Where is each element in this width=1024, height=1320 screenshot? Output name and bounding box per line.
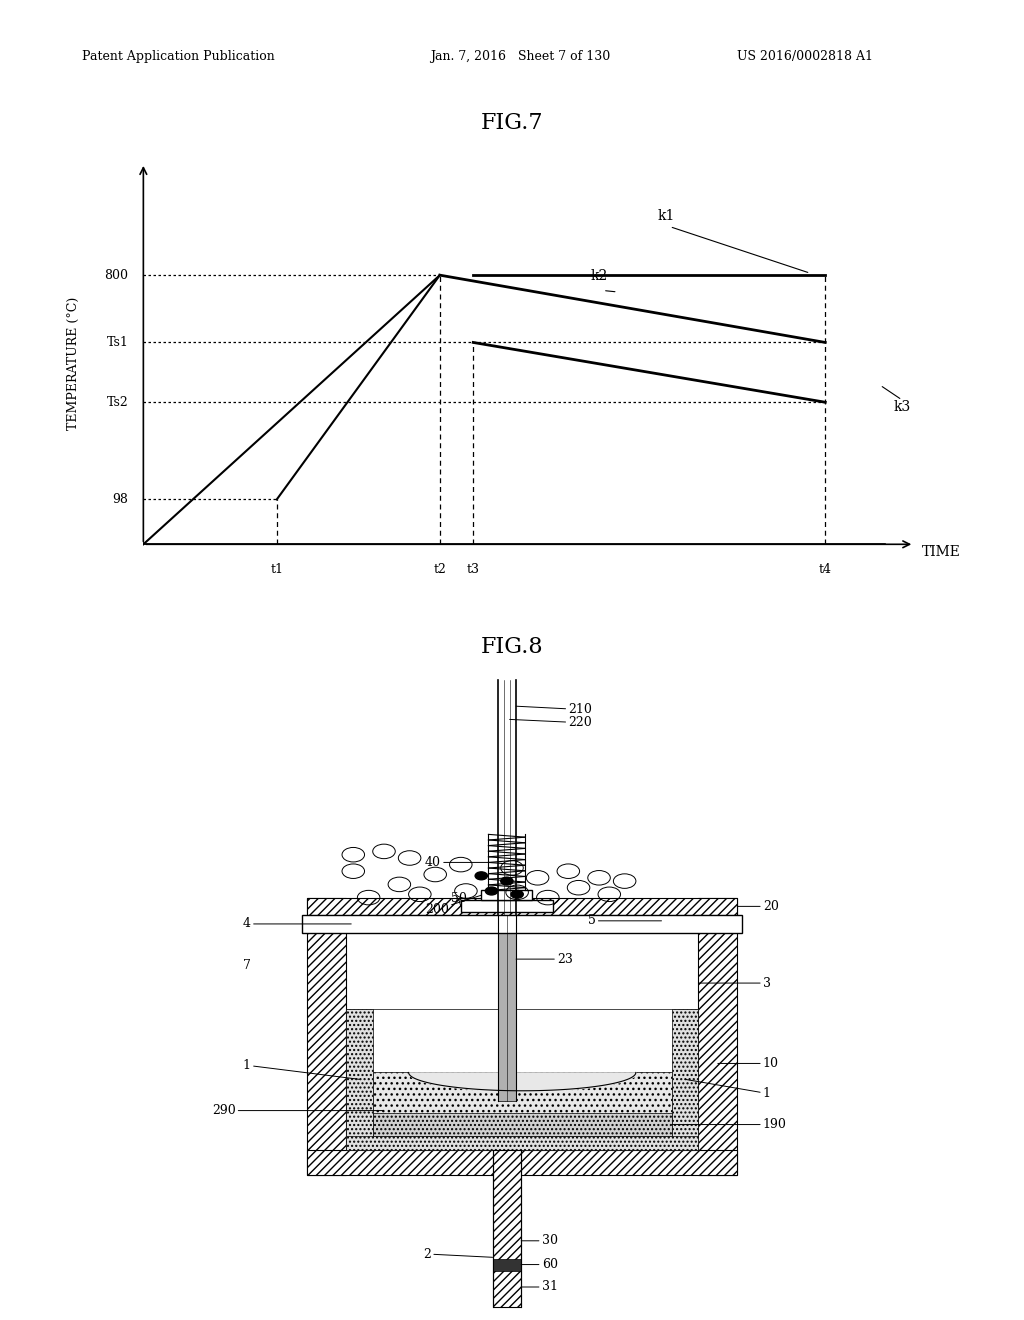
Text: 3: 3 — [698, 977, 771, 990]
Text: 200: 200 — [425, 895, 481, 916]
Text: t3: t3 — [467, 564, 479, 576]
Text: FIG.7: FIG.7 — [480, 112, 544, 135]
Text: t4: t4 — [819, 564, 831, 576]
Bar — [373, 1072, 672, 1137]
Text: 1: 1 — [685, 1080, 771, 1100]
Text: 10: 10 — [718, 1057, 779, 1071]
Circle shape — [485, 887, 498, 895]
Text: 20: 20 — [737, 900, 779, 913]
Text: 220: 220 — [510, 717, 592, 729]
Bar — [307, 1150, 737, 1175]
Text: 98: 98 — [113, 492, 129, 506]
Text: 290: 290 — [212, 1104, 383, 1117]
Text: 40: 40 — [425, 855, 488, 869]
Text: t2: t2 — [433, 564, 446, 576]
Text: 60: 60 — [521, 1258, 558, 1271]
Bar — [498, 915, 516, 1101]
Text: 5: 5 — [588, 915, 662, 928]
Text: 31: 31 — [521, 1280, 558, 1294]
Text: 2: 2 — [423, 1247, 493, 1261]
Text: TEMPERATURE (°C): TEMPERATURE (°C) — [67, 297, 80, 429]
Circle shape — [501, 876, 513, 884]
Text: TIME: TIME — [922, 545, 961, 558]
Text: 800: 800 — [104, 269, 129, 281]
Text: Jan. 7, 2016   Sheet 7 of 130: Jan. 7, 2016 Sheet 7 of 130 — [430, 50, 610, 63]
Bar — [307, 898, 737, 915]
Bar — [307, 898, 346, 1175]
Circle shape — [511, 891, 523, 898]
Text: 30: 30 — [521, 1234, 558, 1247]
Text: Patent Application Publication: Patent Application Publication — [82, 50, 274, 63]
Bar — [461, 900, 553, 912]
Text: k3: k3 — [894, 400, 910, 414]
Text: 210: 210 — [516, 704, 592, 715]
Text: FIG.8: FIG.8 — [480, 636, 544, 659]
Text: t1: t1 — [270, 564, 284, 576]
Bar — [346, 1137, 698, 1150]
Bar — [493, 1150, 521, 1307]
Bar — [346, 923, 698, 1008]
Text: 7: 7 — [243, 960, 251, 973]
Bar — [373, 1113, 672, 1137]
Text: 50: 50 — [451, 892, 467, 906]
Bar — [481, 891, 532, 900]
Text: 4: 4 — [243, 917, 351, 931]
Bar — [346, 1008, 373, 1150]
Bar — [672, 1008, 698, 1150]
Bar — [493, 1259, 521, 1270]
Bar — [302, 915, 742, 933]
Text: 23: 23 — [516, 953, 573, 966]
Bar — [698, 898, 737, 1175]
Text: Ts1: Ts1 — [106, 337, 129, 348]
Circle shape — [475, 873, 487, 879]
Text: 190: 190 — [672, 1118, 786, 1131]
Text: 1: 1 — [243, 1059, 359, 1080]
Text: Ts2: Ts2 — [106, 396, 129, 409]
Text: k2: k2 — [591, 269, 608, 282]
Text: k1: k1 — [657, 209, 675, 223]
Text: US 2016/0002818 A1: US 2016/0002818 A1 — [737, 50, 873, 63]
